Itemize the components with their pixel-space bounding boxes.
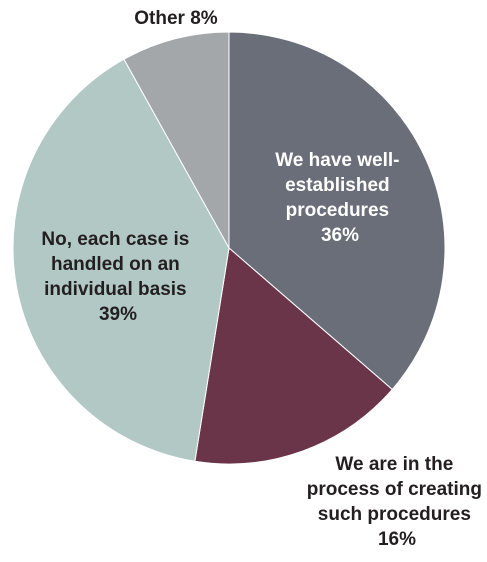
slice-label-line: established	[285, 175, 390, 196]
slice-label-in-process: We are in the process of creating such p…	[307, 454, 487, 550]
slice-label-line: We are in the	[335, 454, 453, 475]
pie-slice-individual-basis	[12, 58, 230, 462]
slice-label-well-established: We have well- established procedures 36%	[275, 150, 405, 246]
pie-labels: We have well- established procedures 36%…	[41, 8, 487, 550]
slice-label-line: We have well-	[275, 150, 399, 171]
slice-label-line: process of creating	[307, 479, 482, 500]
slice-label-individual-basis: No, each case is handled on an individua…	[41, 229, 194, 325]
slice-label-line: handled on an	[51, 254, 180, 275]
slice-value-label: 36%	[321, 225, 359, 246]
slice-value-label: 39%	[99, 304, 137, 325]
slice-label-line: Other 8%	[134, 8, 218, 29]
pie-slices	[12, 31, 446, 465]
slice-label-line: such procedures	[318, 504, 471, 525]
pie-slice-in-process	[194, 247, 393, 465]
slice-value-label: 16%	[378, 529, 416, 550]
slice-label-other: Other 8%	[134, 8, 218, 29]
slice-label-line: individual basis	[44, 279, 187, 300]
pie-slice-other	[123, 31, 230, 250]
pie-slice-well-established	[228, 31, 446, 391]
slice-label-line: No, each case is	[41, 229, 189, 250]
slice-label-line: procedures	[286, 200, 389, 221]
